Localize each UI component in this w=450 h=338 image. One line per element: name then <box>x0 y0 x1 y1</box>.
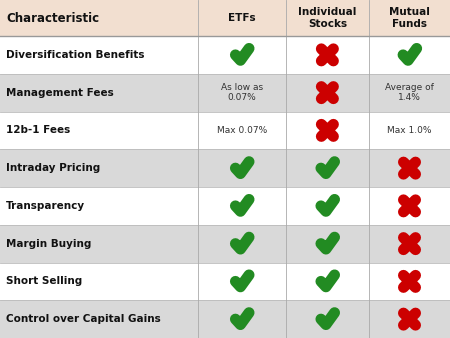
Bar <box>0 300 450 338</box>
Text: Margin Buying: Margin Buying <box>6 239 91 249</box>
Text: Intraday Pricing: Intraday Pricing <box>6 163 100 173</box>
Text: Control over Capital Gains: Control over Capital Gains <box>6 314 161 324</box>
Text: As low as
0.07%: As low as 0.07% <box>221 83 263 102</box>
Text: Management Fees: Management Fees <box>6 88 114 98</box>
Text: Transparency: Transparency <box>6 201 85 211</box>
Bar <box>0 36 450 74</box>
Bar <box>0 112 450 149</box>
Text: Max 0.07%: Max 0.07% <box>217 126 267 135</box>
Text: Diversification Benefits: Diversification Benefits <box>6 50 144 60</box>
Text: 12b-1 Fees: 12b-1 Fees <box>6 125 70 136</box>
Text: Short Selling: Short Selling <box>6 276 82 286</box>
Bar <box>0 74 450 112</box>
Bar <box>0 149 450 187</box>
Text: Characteristic: Characteristic <box>6 11 99 24</box>
Bar <box>0 0 450 36</box>
Text: Mutual
Funds: Mutual Funds <box>389 7 430 29</box>
Text: Individual
Stocks: Individual Stocks <box>298 7 356 29</box>
Text: Max 1.0%: Max 1.0% <box>387 126 432 135</box>
Text: Average of
1.4%: Average of 1.4% <box>385 83 434 102</box>
Bar <box>0 187 450 225</box>
Bar <box>0 225 450 263</box>
Text: ETFs: ETFs <box>228 13 256 23</box>
Bar <box>0 263 450 300</box>
